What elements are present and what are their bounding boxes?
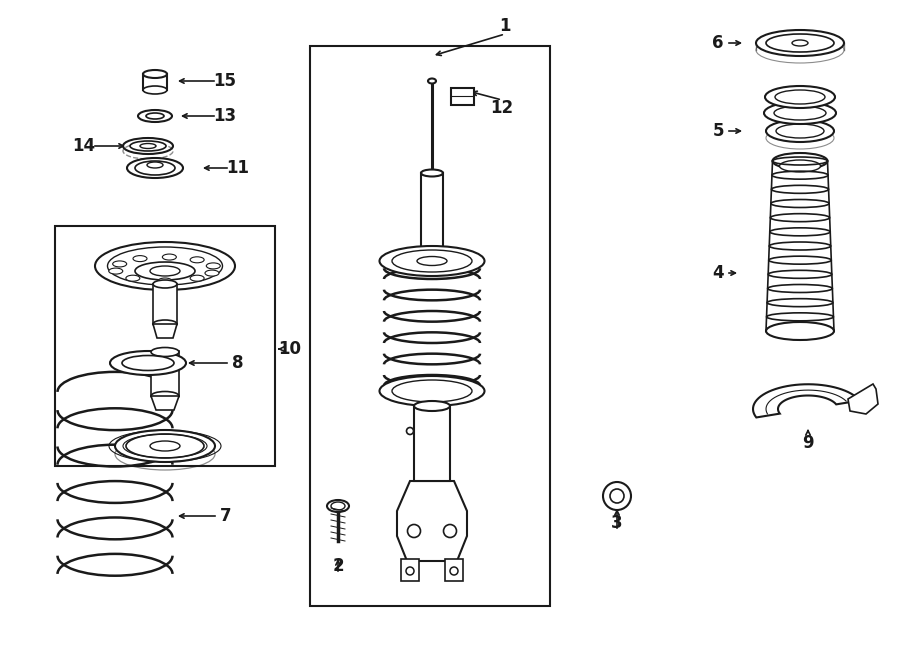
Ellipse shape: [756, 30, 844, 56]
Ellipse shape: [123, 138, 173, 154]
Ellipse shape: [766, 34, 834, 52]
Ellipse shape: [127, 158, 183, 178]
Ellipse shape: [162, 254, 176, 260]
Ellipse shape: [603, 482, 631, 510]
Ellipse shape: [135, 262, 195, 280]
Ellipse shape: [95, 242, 235, 290]
Text: 2: 2: [332, 557, 344, 575]
Ellipse shape: [421, 169, 443, 176]
Ellipse shape: [792, 40, 808, 46]
Bar: [421, 173, 443, 261]
Text: 5: 5: [712, 122, 724, 140]
Ellipse shape: [143, 86, 167, 94]
Ellipse shape: [766, 120, 834, 142]
Ellipse shape: [392, 380, 472, 402]
Ellipse shape: [774, 106, 826, 120]
Ellipse shape: [147, 162, 163, 168]
Ellipse shape: [153, 320, 177, 328]
Ellipse shape: [327, 500, 349, 512]
Ellipse shape: [112, 261, 127, 267]
Ellipse shape: [150, 266, 180, 276]
Ellipse shape: [122, 356, 174, 371]
Ellipse shape: [766, 322, 834, 340]
Ellipse shape: [331, 502, 345, 510]
Polygon shape: [753, 384, 860, 418]
Ellipse shape: [130, 141, 166, 151]
Ellipse shape: [143, 70, 167, 78]
Text: 10: 10: [278, 340, 302, 358]
Bar: [445, 559, 463, 581]
Ellipse shape: [109, 268, 122, 274]
Ellipse shape: [126, 434, 204, 458]
Polygon shape: [848, 384, 878, 414]
Text: 14: 14: [72, 137, 95, 155]
Text: 13: 13: [213, 107, 237, 125]
Bar: [310, 46, 550, 606]
Ellipse shape: [450, 567, 458, 575]
Ellipse shape: [414, 401, 450, 411]
Bar: [151, 351, 179, 396]
Text: 4: 4: [712, 264, 724, 282]
Text: 8: 8: [232, 354, 244, 372]
Ellipse shape: [153, 280, 177, 288]
Bar: [153, 284, 177, 324]
Ellipse shape: [135, 161, 175, 175]
Ellipse shape: [205, 270, 219, 276]
Ellipse shape: [772, 153, 827, 169]
Ellipse shape: [158, 278, 172, 284]
Ellipse shape: [444, 524, 456, 537]
Text: 9: 9: [802, 434, 814, 452]
Ellipse shape: [380, 376, 484, 406]
Ellipse shape: [406, 567, 414, 575]
Text: 11: 11: [227, 159, 249, 177]
Ellipse shape: [138, 110, 172, 122]
Ellipse shape: [206, 263, 220, 269]
Bar: [414, 406, 450, 481]
Bar: [55, 226, 275, 466]
Ellipse shape: [408, 524, 420, 537]
Ellipse shape: [146, 113, 164, 119]
Ellipse shape: [775, 90, 825, 104]
Text: 15: 15: [213, 72, 237, 90]
Text: 12: 12: [491, 99, 514, 117]
Ellipse shape: [151, 391, 179, 401]
Ellipse shape: [421, 258, 443, 264]
Ellipse shape: [392, 250, 472, 272]
Ellipse shape: [380, 246, 484, 276]
Bar: [143, 74, 167, 90]
Ellipse shape: [417, 256, 447, 266]
Ellipse shape: [190, 275, 204, 281]
Text: 1: 1: [500, 17, 511, 35]
Ellipse shape: [150, 441, 180, 451]
Ellipse shape: [190, 257, 204, 263]
Ellipse shape: [133, 256, 147, 262]
Ellipse shape: [428, 79, 436, 83]
Bar: [401, 559, 419, 581]
Ellipse shape: [407, 428, 413, 434]
Ellipse shape: [110, 351, 186, 375]
Ellipse shape: [765, 86, 835, 108]
Text: 6: 6: [712, 34, 724, 52]
Ellipse shape: [779, 160, 821, 172]
Ellipse shape: [776, 124, 824, 138]
Polygon shape: [151, 396, 179, 410]
Ellipse shape: [151, 348, 179, 356]
Polygon shape: [153, 324, 177, 338]
Ellipse shape: [764, 102, 836, 124]
Text: 3: 3: [611, 514, 623, 532]
Ellipse shape: [610, 489, 624, 503]
Ellipse shape: [115, 430, 215, 462]
Ellipse shape: [126, 275, 140, 281]
Ellipse shape: [140, 143, 156, 149]
FancyBboxPatch shape: [451, 87, 473, 104]
Polygon shape: [397, 481, 467, 561]
Text: 7: 7: [220, 507, 232, 525]
